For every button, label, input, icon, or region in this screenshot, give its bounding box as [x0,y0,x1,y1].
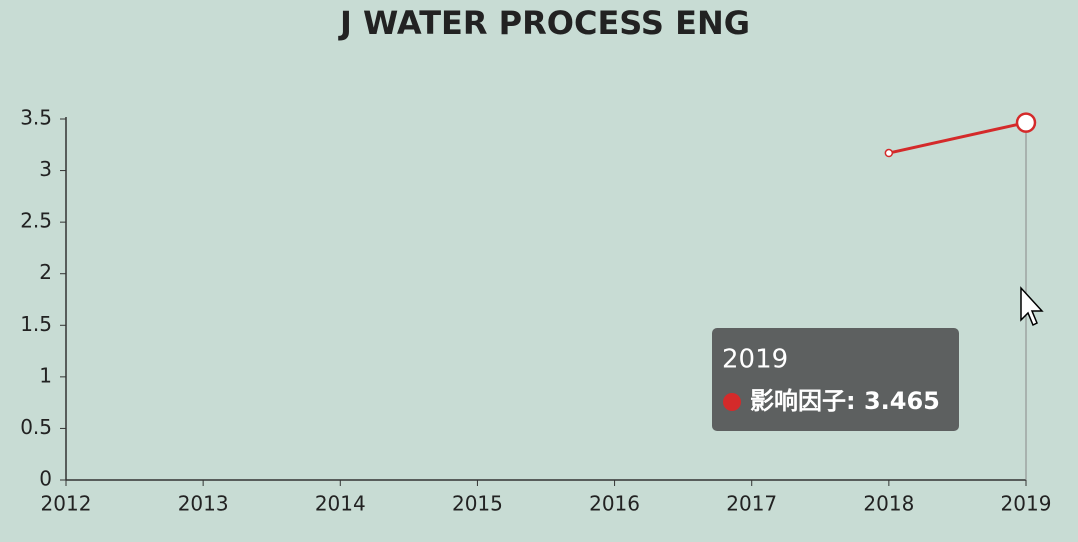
y-tick-label: 0 [39,467,52,491]
point [1015,112,1037,133]
y-tick-label: 2.5 [20,209,52,233]
line [888,121,1027,155]
tooltip-text: 影响因子: 3.465 [750,387,940,415]
tooltip-dot [723,393,741,411]
x-tick-label: 2019 [1001,492,1052,516]
x-tick-label: 2013 [178,492,229,516]
x-tick-label: 2015 [452,492,503,516]
y-tick-label: 1 [39,363,52,387]
x-tick-label: 2012 [41,492,92,516]
chart-title: J WATER PROCESS ENG [338,4,750,42]
y-tick-label: 3.5 [20,106,52,130]
tooltip-title: 2019 [722,345,788,375]
y-tick-label: 1.5 [20,312,52,336]
point [884,148,894,158]
tooltip-box [712,328,959,431]
y-tick-label: 3 [39,157,52,181]
x-tick-label: 2014 [315,492,366,516]
x-tick-label: 2018 [863,492,914,516]
cursor [1020,286,1044,327]
y-tick-label: 2 [39,260,52,284]
y-tick-label: 0.5 [20,415,52,439]
x-tick-label: 2017 [726,492,777,516]
x-tick-label: 2016 [589,492,640,516]
